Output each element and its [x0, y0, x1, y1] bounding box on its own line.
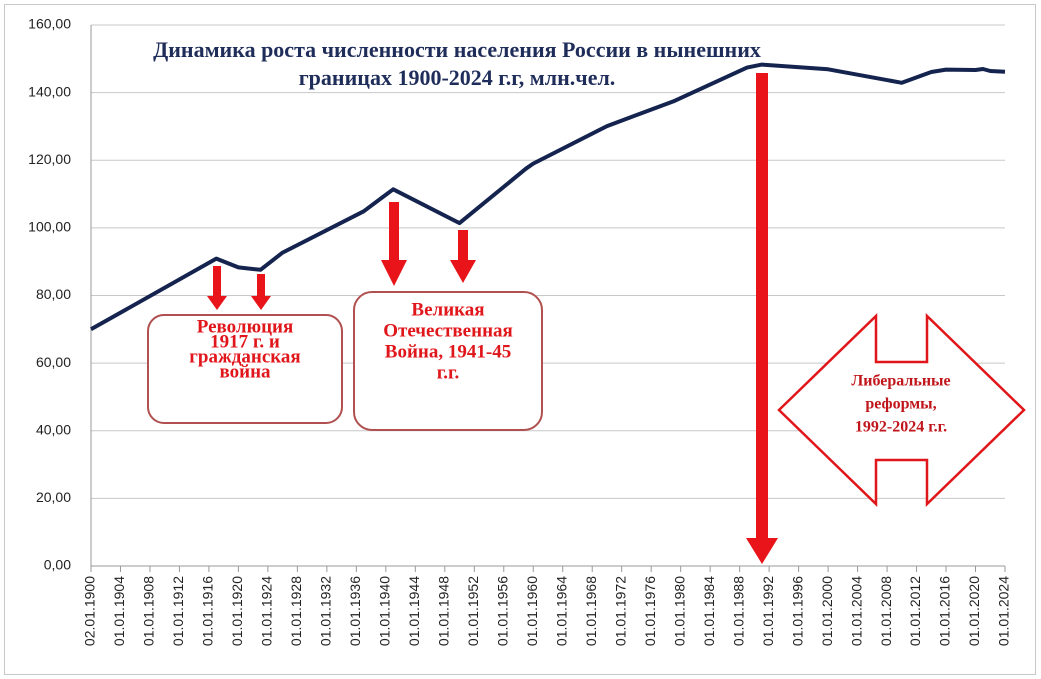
arrows [207, 73, 778, 564]
x-tick-label: 01.01.1956 [494, 576, 510, 646]
x-tick-label: 01.01.1928 [288, 576, 304, 646]
arrow [450, 230, 476, 283]
x-tick-label: 01.01.2004 [848, 576, 864, 646]
arrow [746, 73, 778, 564]
grid [90, 24, 1006, 572]
y-tick-label: 160,00 [28, 16, 71, 32]
x-tick-label: 01.01.1988 [730, 576, 746, 646]
y-tick-label: 40,00 [36, 421, 71, 437]
arrow [381, 202, 407, 286]
x-tick-label: 01.01.1980 [671, 576, 687, 646]
chart-title: границах 1900-2024 г.г, млн.чел. [299, 65, 616, 90]
x-tick-label: 01.01.2008 [878, 576, 894, 646]
annotation-text: г.г. [437, 362, 459, 383]
annotation-text: Великая [411, 299, 484, 320]
x-tick-label: 01.01.1952 [465, 576, 481, 646]
annotation-text: Либеральные [851, 373, 950, 390]
data-line [90, 62, 1006, 332]
arrow [207, 266, 227, 310]
x-tick-label: 01.01.2000 [819, 576, 835, 646]
x-tick-label: 01.01.1960 [524, 576, 540, 646]
annotation-text: война [219, 361, 271, 382]
x-tick-label: 01.01.1964 [553, 576, 569, 646]
annotation-text: Война, 1941-45 [385, 341, 511, 362]
y-tick-label: 0,00 [44, 557, 71, 573]
annotation-text: 1992-2024 г.г. [855, 419, 947, 436]
x-tick-label: 01.01.2012 [907, 576, 923, 646]
y-tick-label: 20,00 [36, 489, 71, 505]
x-tick-label: 01.01.1924 [259, 576, 275, 646]
annotation-text: 1917 г. и [210, 331, 280, 352]
x-tick-label: 01.01.1916 [200, 576, 216, 646]
y-tick-label: 80,00 [36, 286, 71, 302]
y-tick-label: 120,00 [28, 151, 71, 167]
x-tick-label: 01.01.1908 [141, 576, 157, 646]
annotation-box [147, 314, 343, 424]
x-tick-label: 01.01.1972 [612, 576, 628, 646]
x-tick-label: 01.01.1948 [435, 576, 451, 646]
annotation-text: Революция [197, 316, 294, 337]
x-tick-label: 01.01.2024 [996, 576, 1012, 646]
annotation-box [353, 291, 543, 431]
y-tick-label: 60,00 [36, 354, 71, 370]
x-tick-label: 01.01.1944 [406, 576, 422, 646]
x-tick-label: 02.01.1900 [82, 576, 98, 646]
x-tick-label: 01.01.1984 [701, 576, 717, 646]
x-tick-label: 01.01.1920 [229, 576, 245, 646]
x-tick-label: 01.01.1904 [111, 576, 127, 646]
x-tick-label: 01.01.1936 [347, 576, 363, 646]
annotation-text: гражданская [189, 346, 300, 367]
y-tick-label: 140,00 [28, 83, 71, 99]
x-tick-label: 01.01.1968 [583, 576, 599, 646]
x-tick-label: 01.01.1932 [318, 576, 334, 646]
annotation-text: реформы, [865, 396, 936, 413]
x-tick-label: 01.01.1976 [642, 576, 658, 646]
plot [90, 62, 1006, 332]
x-tick-label: 01.01.2020 [966, 576, 982, 646]
x-tick-label: 01.01.1912 [170, 576, 186, 646]
x-tick-label: 01.01.1992 [760, 576, 776, 646]
x-tick-label: 01.01.1940 [377, 576, 393, 646]
y-tick-label: 100,00 [28, 219, 71, 235]
arrow [251, 274, 271, 310]
annotation-text: Отечественная [383, 320, 513, 341]
chart-title: Динамика роста численности населения Рос… [153, 37, 761, 62]
double-arrow [777, 313, 1026, 507]
x-tick-label: 01.01.1996 [789, 576, 805, 646]
x-tick-label: 01.01.2016 [937, 576, 953, 646]
